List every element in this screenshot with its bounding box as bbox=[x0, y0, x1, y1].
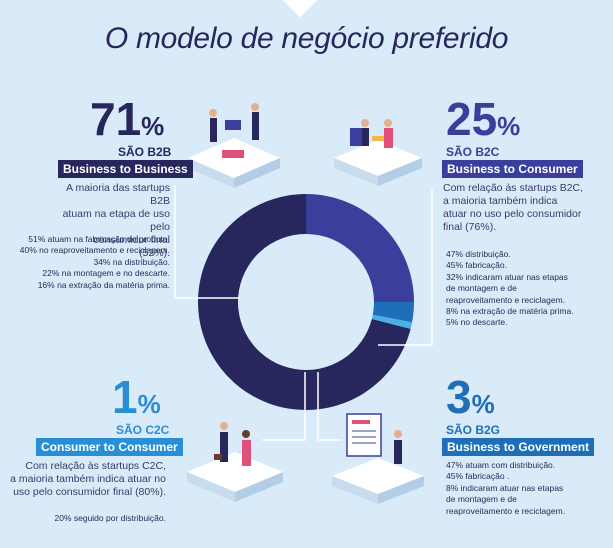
b2c-desc: Com relação às startups B2C, a maioria t… bbox=[443, 182, 584, 233]
page-title: O modelo de negócio preferido bbox=[104, 22, 509, 55]
platform-c2c bbox=[187, 422, 283, 502]
donut-slice-c2c bbox=[371, 314, 413, 329]
donut-slice-b2b bbox=[198, 194, 411, 411]
c2c-label: SÃO C2C bbox=[116, 423, 170, 437]
b2b-label: SÃO B2B bbox=[118, 145, 172, 159]
b2b-details: 51% atuam na fabricação do produto. 40% … bbox=[19, 234, 170, 290]
c2c-details: 20% seguido por distribuição. bbox=[54, 513, 166, 523]
b2b-badge: Business to Business bbox=[58, 160, 193, 178]
c2c-percent: 1% bbox=[112, 371, 161, 423]
b2g-label: SÃO B2G bbox=[446, 423, 501, 437]
platform-b2g bbox=[332, 413, 424, 504]
platform-b2b bbox=[188, 103, 280, 188]
platform-b2c bbox=[334, 119, 422, 186]
b2c-label: SÃO B2C bbox=[446, 145, 500, 159]
b2b-percent: 71% bbox=[90, 93, 165, 145]
connector-c2c bbox=[262, 372, 306, 441]
b2g-details: 47% atuam com distribuição. 45% fabricaç… bbox=[446, 460, 566, 516]
b2c-details: 47% distribuição. 45% fabricação. 32% in… bbox=[446, 249, 574, 328]
c2c-desc: Com relação às startups C2C, a maioria t… bbox=[10, 460, 166, 498]
donut-slice-b2c bbox=[306, 194, 414, 302]
connector-b2c bbox=[378, 190, 433, 346]
c2c-badge: Consumer to Consumer bbox=[36, 438, 183, 456]
b2c-percent: 25% bbox=[446, 93, 521, 145]
donut-slice-b2g bbox=[372, 302, 414, 323]
b2c-badge: Business to Consumer bbox=[442, 160, 583, 178]
b2b-desc: A maioria das startups B2B atuam na etap… bbox=[62, 182, 170, 259]
b2g-badge: Business to Government bbox=[442, 438, 595, 456]
connector-b2b bbox=[174, 185, 240, 299]
b2g-percent: 3% bbox=[446, 371, 495, 423]
connector-b2g bbox=[317, 372, 342, 441]
